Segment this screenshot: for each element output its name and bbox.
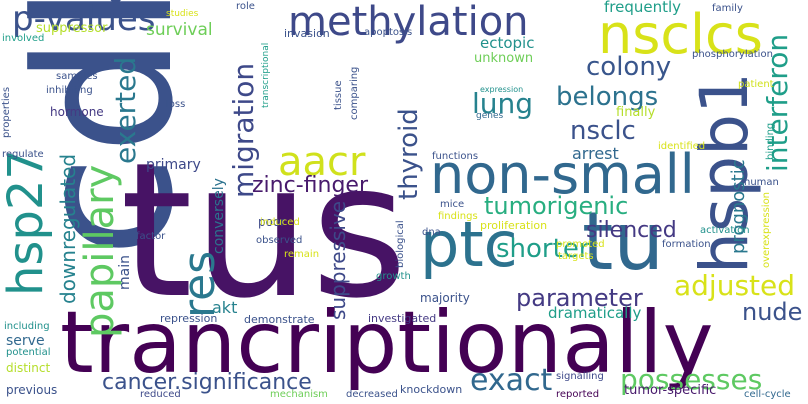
word-properties: properties bbox=[1, 86, 12, 138]
word-adjusted: adjusted bbox=[674, 269, 796, 302]
word-human: human bbox=[744, 177, 779, 188]
word-ectopic: ectopic bbox=[480, 34, 535, 52]
word-downregulated: downregulated bbox=[56, 153, 80, 304]
word-observed: observed bbox=[256, 235, 303, 246]
word-nude: nude bbox=[742, 298, 803, 326]
word-findings: findings bbox=[438, 211, 478, 222]
word-functions: functions bbox=[432, 151, 479, 162]
word-mice: mice bbox=[440, 199, 465, 210]
word-induced: induced bbox=[260, 217, 300, 228]
word-majority: majority bbox=[420, 291, 470, 305]
word-shorter: shorter bbox=[496, 234, 590, 264]
word-poor: poor bbox=[258, 215, 286, 229]
word-tumorigenic: tumorigenic bbox=[484, 192, 629, 220]
word-samples: samples bbox=[56, 71, 98, 82]
word-biological: biological bbox=[395, 220, 406, 268]
word-inhibiting: inhibiting bbox=[46, 85, 93, 96]
word-role: role bbox=[236, 1, 255, 12]
word-trancriptionally: trancriptionally bbox=[60, 293, 714, 393]
word-zinc-finger: zinc-finger bbox=[252, 173, 368, 198]
word-regulate: regulate bbox=[2, 149, 44, 160]
word-tissue: tissue bbox=[333, 80, 344, 110]
word-aacr: aacr bbox=[278, 139, 366, 185]
word-hormone: hormone bbox=[50, 105, 104, 119]
word-repression: repression bbox=[160, 312, 218, 325]
word-tus: tus bbox=[120, 122, 408, 339]
word-knockdown: knockdown bbox=[400, 383, 463, 396]
word-exerted: exerted bbox=[109, 56, 142, 164]
word-transcriptional: transcriptional bbox=[261, 42, 271, 108]
word-distinct: distinct bbox=[6, 361, 51, 375]
word-including: including bbox=[4, 321, 50, 332]
word-hsp27: hsp27 bbox=[0, 149, 54, 296]
word-ptc: ptc bbox=[420, 208, 518, 281]
word-potential: potential bbox=[6, 347, 51, 358]
word-family: family bbox=[712, 3, 743, 14]
word-overexpression: overexpression bbox=[761, 191, 772, 268]
word-unknown: unknown bbox=[474, 51, 534, 66]
word-cancer-significance: cancer.significance bbox=[102, 370, 312, 395]
word-p-values: p-values bbox=[12, 0, 156, 39]
word-identified: identified bbox=[658, 141, 706, 152]
word-nsclc: nsclc bbox=[570, 116, 636, 146]
word-reported: reported bbox=[556, 389, 600, 400]
word-dramatically: dramatically bbox=[548, 304, 642, 322]
word-methylation: methylation bbox=[288, 0, 529, 45]
word-finally: finally bbox=[616, 105, 656, 120]
word-patient: patient bbox=[738, 79, 774, 90]
word-silenced: silenced bbox=[586, 218, 677, 243]
word-belongs: belongs bbox=[556, 82, 659, 112]
word-involved: involved bbox=[2, 33, 45, 44]
word-akt: akt bbox=[212, 298, 238, 317]
word-tu: tu bbox=[582, 195, 665, 288]
word-genes: genes bbox=[476, 111, 504, 121]
word-suppressor: suppressor bbox=[36, 21, 108, 36]
word-prognostic: prognostic bbox=[728, 159, 749, 254]
word-tumor-specific: tumor-specific bbox=[624, 383, 717, 398]
word-apoptosis: apoptosis bbox=[364, 27, 413, 38]
word-non-small: non-small bbox=[430, 143, 695, 206]
word-thyroid: thyroid bbox=[394, 108, 424, 200]
word-exact: exact bbox=[470, 363, 553, 398]
word-suppressive: suppressive bbox=[326, 200, 350, 320]
word-colony: colony bbox=[586, 52, 672, 82]
word-main: main bbox=[117, 255, 133, 290]
word-signalling: signalling bbox=[556, 371, 604, 382]
word-phosphorylation: phosphorylation bbox=[692, 49, 773, 60]
word-loss: loss bbox=[166, 99, 186, 110]
word-decreased: decreased bbox=[346, 389, 398, 400]
word-remain: remain bbox=[284, 249, 320, 260]
word-proliferation: proliferation bbox=[480, 219, 548, 232]
word-papillary: papillary bbox=[77, 164, 123, 338]
word-factor: factor bbox=[136, 231, 166, 242]
word-parameter: parameter bbox=[516, 284, 643, 312]
word-growth: growth bbox=[376, 271, 411, 282]
word-promoted: promoted bbox=[556, 239, 605, 250]
word-previous: previous bbox=[6, 383, 58, 397]
word-primary: primary bbox=[146, 157, 201, 173]
word-studies: studies bbox=[166, 9, 199, 19]
word-mechanism: mechanism bbox=[270, 389, 328, 400]
word-demonstrate: demonstrate bbox=[244, 313, 315, 326]
word-dna: dna bbox=[422, 227, 441, 238]
word-survival: survival bbox=[146, 20, 213, 40]
word-targets: targets bbox=[558, 251, 594, 262]
word-possesses: possesses bbox=[620, 363, 763, 396]
word-activation: activation bbox=[700, 225, 750, 236]
word-serve: serve bbox=[6, 333, 45, 349]
word-investigated: investigated bbox=[368, 312, 437, 325]
word-frequently: frequently bbox=[604, 0, 682, 16]
word-expression: expression bbox=[480, 85, 524, 94]
word-cell-cycle: cell-cycle bbox=[744, 389, 791, 400]
word-formation: formation bbox=[662, 239, 711, 250]
word-lung: lung bbox=[472, 87, 534, 120]
word-invasion: invasion bbox=[284, 27, 330, 40]
word-arrest: arrest bbox=[572, 144, 619, 163]
word-comparing: comparing bbox=[349, 66, 360, 120]
word-reduced: reduced bbox=[140, 389, 181, 400]
word-binding: binding bbox=[765, 122, 776, 160]
word-conversely: conversely bbox=[211, 178, 227, 254]
word-nsclcs: nsclcs bbox=[598, 3, 763, 66]
